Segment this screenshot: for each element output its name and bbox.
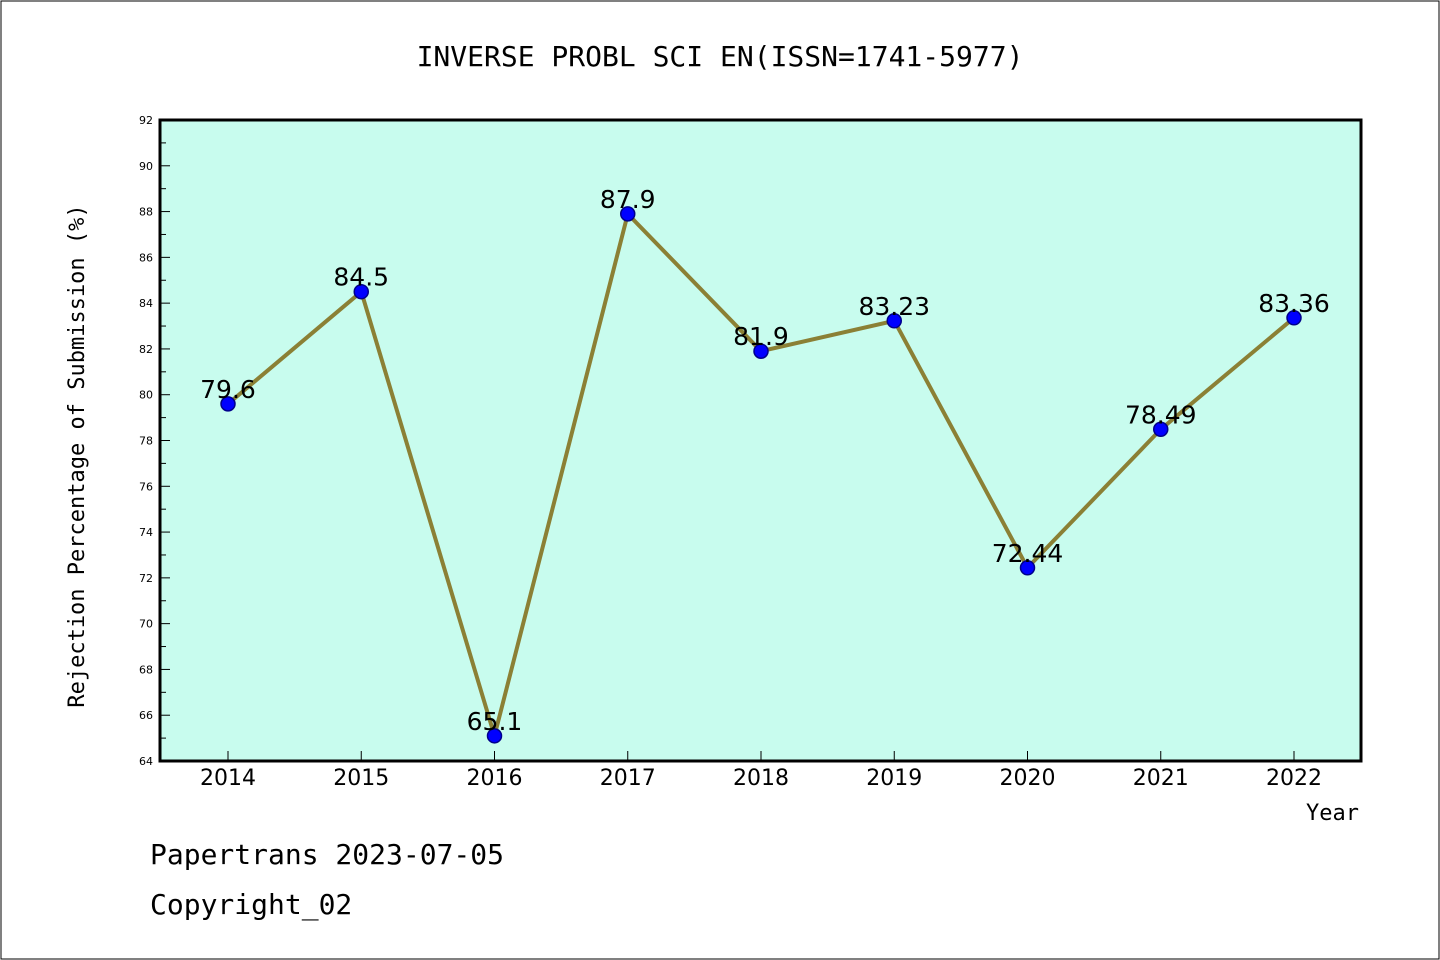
data-label: 84.5 — [333, 263, 389, 292]
y-axis-label: Rejection Percentage of Submission (%) — [65, 204, 90, 707]
x-axis-label: Year — [1306, 801, 1359, 826]
y-tick-label: 78 — [139, 435, 153, 448]
y-tick-label: 80 — [139, 389, 153, 402]
plot-frame — [158, 118, 1363, 763]
data-label: 72.44 — [992, 539, 1064, 568]
data-point — [220, 396, 236, 412]
x-tick-label: 2021 — [1133, 766, 1189, 791]
y-tick-label: 74 — [139, 526, 153, 539]
data-label: 78.49 — [1125, 400, 1197, 429]
y-tick-label: 68 — [139, 663, 153, 676]
y-tick-label: 88 — [139, 206, 153, 219]
y-tick-label: 82 — [139, 343, 153, 356]
x-axis-ticks: 2014 2015 2016 2017 2018 2019 2020 2021 2022 — [200, 751, 1322, 791]
x-tick-label: 2018 — [733, 766, 789, 791]
data-label: 83.36 — [1258, 289, 1330, 318]
footer-copyright: Copyright_02 — [150, 888, 352, 922]
footer-date: Papertrans 2023-07-05 — [150, 838, 504, 871]
y-tick-label: 64 — [139, 755, 153, 768]
x-tick-label: 2019 — [866, 766, 922, 791]
x-tick-label: 2015 — [333, 766, 389, 791]
x-tick-label: 2022 — [1266, 766, 1322, 791]
data-point — [1019, 560, 1036, 576]
data-label: 79.6 — [200, 375, 256, 404]
y-tick-label: 76 — [139, 480, 153, 493]
data-label: 81.9 — [733, 322, 789, 351]
x-tick-label: 2014 — [200, 766, 256, 791]
y-tick-label: 92 — [139, 114, 153, 127]
plot-area — [160, 120, 1361, 761]
y-tick-label: 72 — [139, 572, 153, 585]
y-tick-label: 84 — [139, 297, 153, 310]
x-tick-label: 2020 — [1000, 766, 1056, 791]
data-point — [353, 283, 369, 300]
y-tick-label: 90 — [139, 160, 153, 173]
data-point — [753, 343, 769, 359]
x-tick-label: 2016 — [467, 766, 523, 791]
data-labels: 79.6 84.5 65.1 87.9 81.9 83.23 72.44 78.49 83.36 — [200, 185, 1330, 736]
chart-title: INVERSE PROBL SCI EN(ISSN=1741-5977) — [417, 40, 1024, 73]
y-tick-label: 66 — [139, 709, 153, 722]
data-points — [220, 206, 1302, 744]
data-label: 65.1 — [467, 707, 523, 736]
y-axis-ticks: 64 66 68 70 72 74 76 78 80 82 84 86 88 90 92 — [139, 114, 170, 768]
data-point — [1286, 310, 1302, 326]
y-tick-label: 86 — [139, 251, 153, 264]
x-tick-label: 2017 — [600, 766, 656, 791]
data-label: 83.23 — [858, 292, 930, 321]
data-label: 87.9 — [600, 185, 656, 214]
data-point — [1153, 421, 1169, 438]
data-point — [620, 206, 636, 222]
data-point — [486, 728, 503, 744]
y-tick-label: 70 — [139, 618, 153, 631]
data-point — [886, 313, 902, 329]
